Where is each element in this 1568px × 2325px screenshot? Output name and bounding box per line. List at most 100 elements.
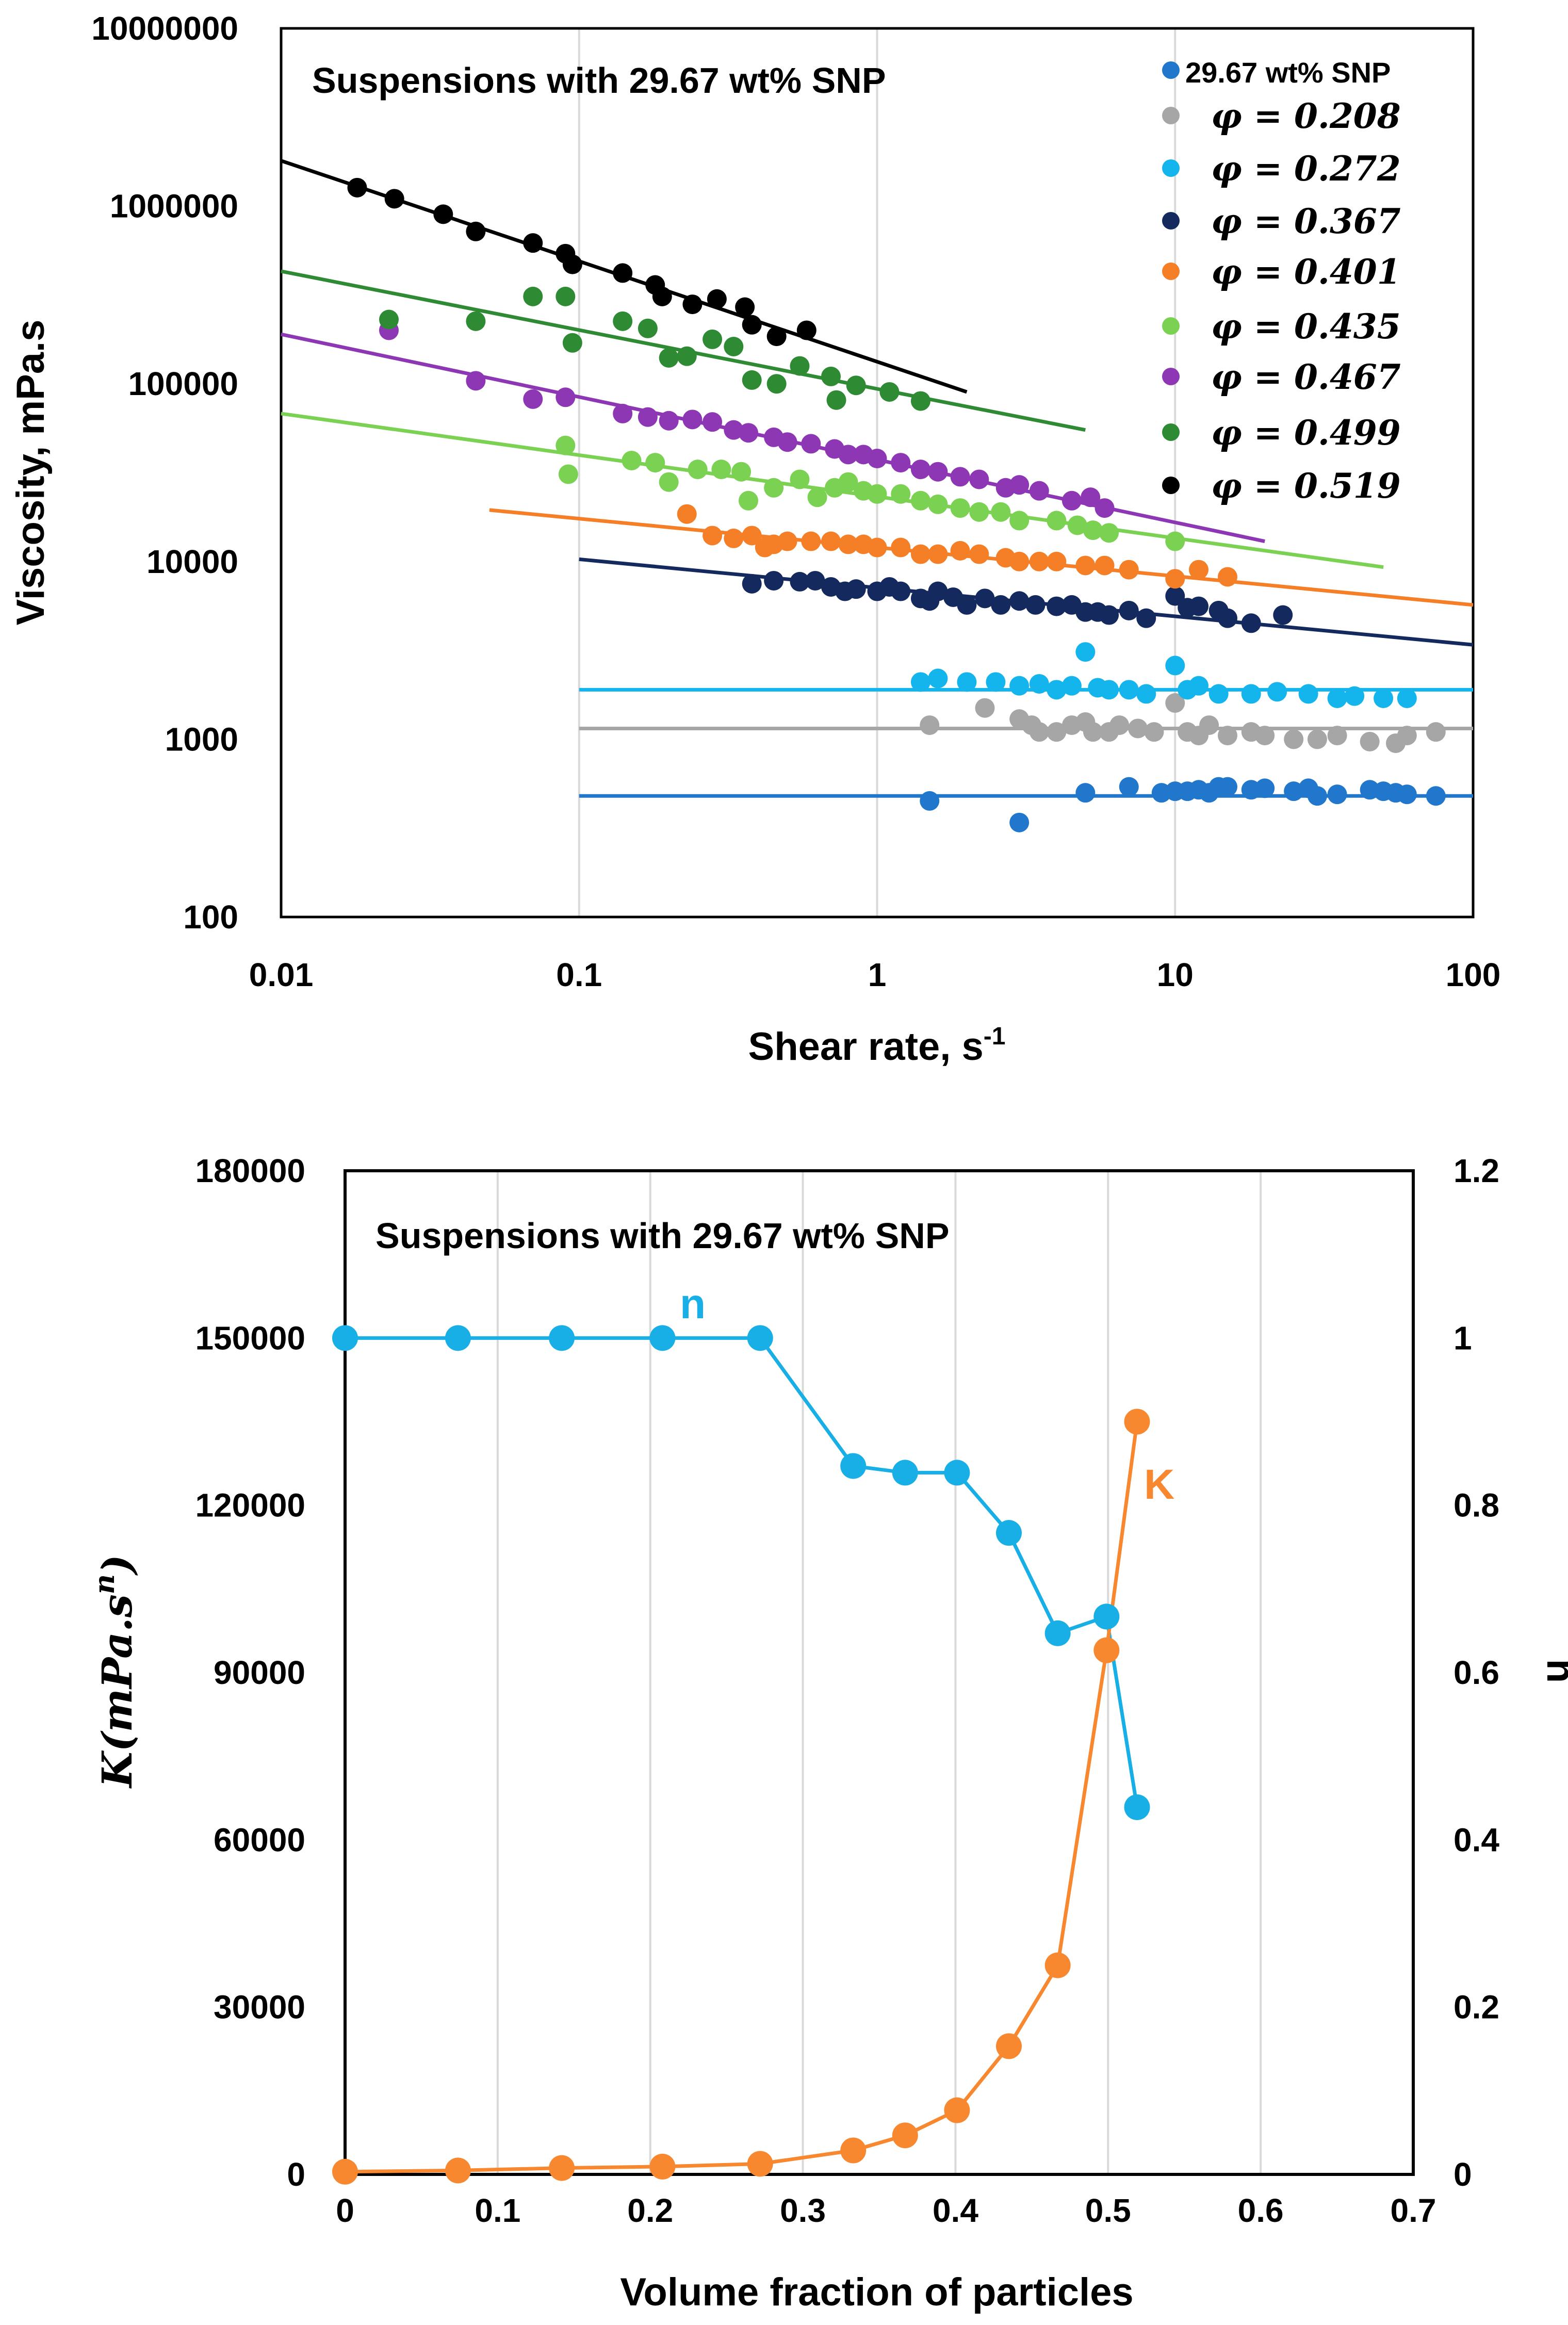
data-point [645, 453, 665, 473]
data-point [969, 469, 989, 489]
data-point [1397, 784, 1417, 805]
data-point [910, 460, 930, 480]
y-tick-label: 180000 [195, 1152, 305, 1189]
data-point [777, 531, 797, 551]
data-point [1188, 596, 1208, 616]
legend-label: φ = 0.272 [1211, 149, 1401, 189]
data-point [1009, 812, 1030, 832]
legend-marker [1162, 107, 1180, 124]
data-point [1397, 726, 1417, 746]
data-point [764, 478, 784, 498]
viscosity-chart: 0.01 0.1 1 10 100 100 1000 10000 100000 1000000 10… [9, 10, 1500, 1069]
data-point [1009, 475, 1030, 495]
series-annotation-n: n [680, 1281, 706, 1328]
data-point [1360, 731, 1380, 751]
data-point [1083, 520, 1103, 541]
data-point [766, 326, 787, 347]
data-point [821, 531, 841, 551]
data-point [558, 464, 578, 484]
x-tick-label: 0.5 [1085, 2192, 1131, 2229]
data-point [1165, 586, 1185, 606]
data-point [649, 1325, 676, 1351]
chart-title: Suspensions with 29.67 wt% SNP [312, 60, 886, 101]
data-point [1165, 693, 1185, 713]
data-point [562, 333, 582, 353]
y-tick-label: 30000 [214, 1989, 305, 2026]
data-point [731, 462, 752, 482]
data-point [995, 2033, 1022, 2059]
legend-marker [1162, 317, 1180, 335]
data-point [1327, 688, 1347, 708]
data-point [1327, 726, 1347, 746]
data-point [957, 595, 977, 615]
data-point [891, 484, 911, 504]
data-point [1075, 783, 1096, 803]
data-point [707, 289, 727, 309]
data-point [1099, 523, 1119, 543]
data-point [1093, 1603, 1120, 1630]
data-point [944, 2097, 970, 2123]
data-point [659, 411, 679, 431]
y2-tick-label: 0.2 [1453, 1989, 1499, 2026]
data-point [649, 2153, 676, 2180]
data-point [1136, 608, 1156, 628]
y-tick-label: 60000 [214, 1821, 305, 1858]
data-point [986, 672, 1006, 692]
data-point [677, 504, 697, 524]
data-point [556, 286, 576, 306]
data-point [1255, 778, 1275, 798]
data-point [688, 460, 708, 480]
data-point [1067, 515, 1087, 535]
data-point [1119, 560, 1139, 580]
data-point [739, 423, 759, 443]
data-point [742, 526, 762, 546]
data-point [1025, 595, 1046, 615]
data-point [384, 189, 404, 209]
y2-tick-label: 0 [1453, 2156, 1472, 2193]
data-point [892, 2122, 918, 2149]
legend-marker [1162, 423, 1180, 441]
data-point [1241, 613, 1261, 633]
data-point [1273, 605, 1293, 625]
data-point [1124, 1409, 1150, 1435]
y-tick-label: 150000 [195, 1319, 305, 1356]
x-tick-label: 0 [336, 2192, 354, 2229]
data-point [790, 469, 810, 489]
data-point [1241, 684, 1261, 704]
y-tick-label: 90000 [214, 1654, 305, 1691]
y2-tick-label: 0.4 [1453, 1821, 1499, 1858]
data-point [807, 487, 827, 507]
data-point [879, 382, 900, 402]
legend-marker [1162, 368, 1180, 385]
data-point [724, 337, 744, 357]
x-tick-label: 0.3 [780, 2192, 826, 2229]
data-point [739, 490, 759, 511]
y2-tick-label: 1.2 [1453, 1152, 1499, 1189]
data-point [1044, 1620, 1071, 1646]
data-point [332, 1325, 358, 1351]
y-axis-label: K(mPa.sn) [88, 1554, 141, 1789]
data-point [742, 370, 762, 390]
x-tick-label: 0.4 [933, 2192, 978, 2229]
x-tick-label: 0.1 [475, 2192, 520, 2229]
y2-tick-label: 0.8 [1453, 1487, 1499, 1524]
chart-title: Suspensions with 29.67 wt% SNP [375, 1216, 950, 1256]
data-point [1029, 674, 1049, 694]
data-point [466, 371, 486, 391]
legend-label: φ = 0.467 [1211, 357, 1401, 397]
data-point [1165, 531, 1185, 551]
data-point [796, 320, 816, 340]
data-point [1345, 686, 1365, 706]
data-point [920, 791, 940, 811]
y-tick-label: 1000 [165, 721, 238, 758]
data-point [677, 346, 697, 366]
data-point [1119, 680, 1139, 700]
data-point [928, 668, 948, 689]
data-point [1095, 555, 1115, 576]
data-point [379, 309, 399, 330]
data-point [1029, 551, 1049, 571]
data-point [975, 588, 995, 609]
y-tick-label: 120000 [195, 1487, 305, 1524]
data-point [1047, 596, 1067, 616]
data-point [790, 571, 810, 592]
